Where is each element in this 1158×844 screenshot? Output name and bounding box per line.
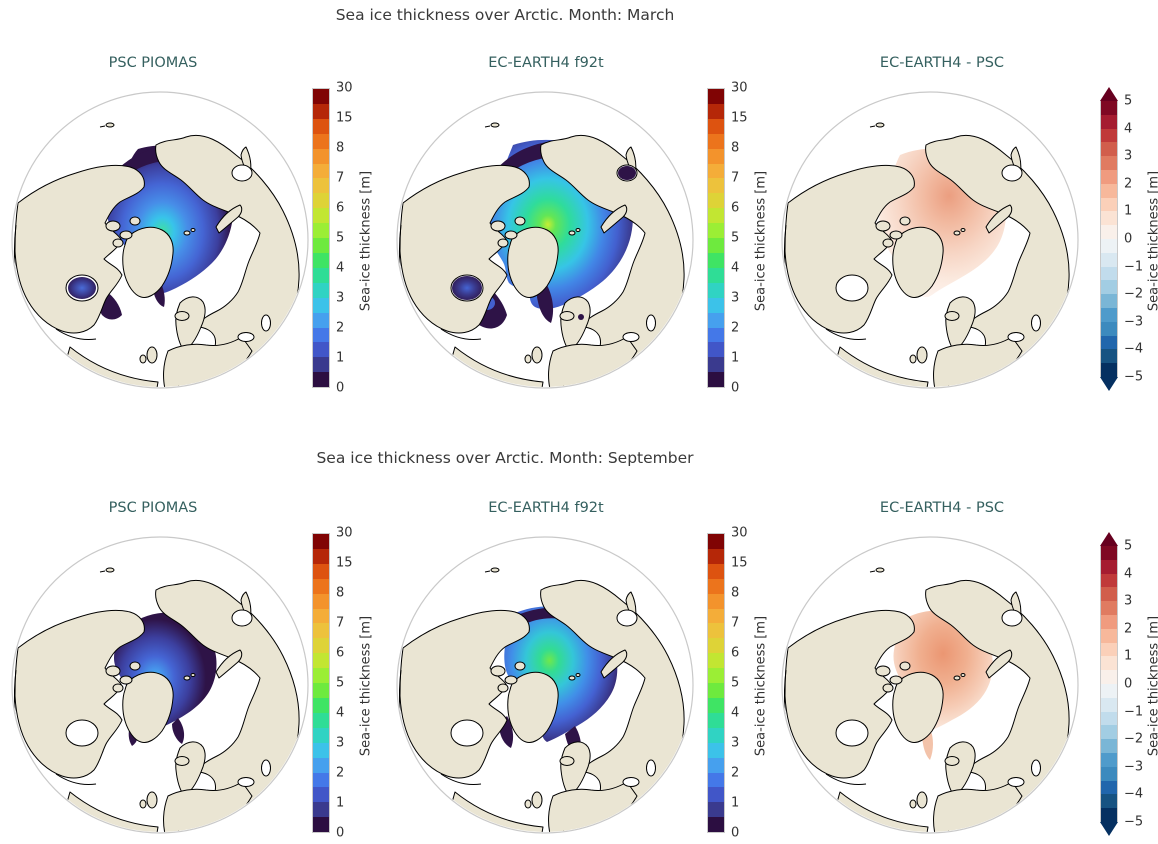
colorbar-extend-up-icon <box>1100 532 1118 546</box>
colorbar-axis-label: Sea-ice thickness [m] <box>358 615 374 757</box>
colorbar-axis-label: Sea-ice thickness [m] <box>753 170 769 312</box>
baltic-ice <box>578 314 584 320</box>
colorbar-gradient <box>312 88 330 388</box>
colorbar-thickness-march-ecearth: 30 15 8 7 6 5 4 3 2 1 0 Sea-ice thickness [m] <box>705 80 789 397</box>
colorbar-gradient <box>707 533 725 833</box>
panel-title-ecearth-march: EC-EARTH4 f92t <box>488 55 604 71</box>
map-march-difference <box>781 91 1079 389</box>
panel-title-psc-piomas-march: PSC PIOMAS <box>108 55 198 71</box>
colorbar-gradient <box>1100 101 1118 377</box>
colorbar-extend-down-icon <box>1100 822 1118 836</box>
panel-title-difference-march: EC-EARTH4 - PSC <box>879 55 1005 71</box>
map-september-difference <box>781 536 1079 834</box>
colorbar-extend-down-icon <box>1100 377 1118 391</box>
colorbar-axis-label: Sea-ice thickness [m] <box>1146 170 1158 312</box>
colorbar-thickness-september-ecearth: 30 15 8 7 6 5 4 3 2 1 0 Sea-ice thickness [m] <box>705 525 789 842</box>
colorbar-difference-march: 5 4 3 2 1 0 −1 −2 −3 −4 −5 Sea-ice thickness [m] <box>1098 85 1158 397</box>
okhotsk-ice <box>618 166 636 180</box>
hudson-bay-ice <box>452 276 482 300</box>
colorbar-axis-label: Sea-ice thickness [m] <box>1146 615 1158 757</box>
map-march-piomas <box>11 91 309 389</box>
colorbar-gradient <box>707 88 725 388</box>
colorbar-axis-label: Sea-ice thickness [m] <box>753 615 769 757</box>
colorbar-ticks: 30 15 8 7 6 5 4 3 2 1 0 <box>731 525 748 841</box>
colorbar-ticks: 30 15 8 7 6 5 4 3 2 1 0 <box>731 80 748 396</box>
panel-title-psc-piomas-september: PSC PIOMAS <box>108 500 198 516</box>
panel-title-difference-september: EC-EARTH4 - PSC <box>879 500 1005 516</box>
colorbar-gradient <box>312 533 330 833</box>
map-september-piomas <box>11 536 309 834</box>
colorbar-difference-september: 5 4 3 2 1 0 −1 −2 −3 −4 −5 Sea-ice thickness [m] <box>1098 530 1158 842</box>
colorbar-thickness-september-piomas: 30 15 8 7 6 5 4 3 2 1 0 Sea-ice thickness [m] <box>310 525 394 842</box>
map-march-ecearth <box>396 91 694 389</box>
colorbar-ticks: 30 15 8 7 6 5 4 3 2 1 0 <box>336 525 353 841</box>
hudson-bay-ice <box>68 277 96 299</box>
colorbar-thickness-march-piomas: 30 15 8 7 6 5 4 3 2 1 0 Sea-ice thickness [m] <box>310 80 394 397</box>
row-title-september: Sea ice thickness over Arctic. Month: Se… <box>316 449 694 467</box>
colorbar-extend-up-icon <box>1100 87 1118 101</box>
colorbar-axis-label: Sea-ice thickness [m] <box>358 170 374 312</box>
row-title-march: Sea ice thickness over Arctic. Month: Ma… <box>335 6 675 24</box>
colorbar-ticks: 5 4 3 2 1 0 −1 −2 −3 −4 −5 <box>1124 538 1144 830</box>
map-september-ecearth <box>396 536 694 834</box>
panel-title-ecearth-september: EC-EARTH4 f92t <box>488 500 604 516</box>
colorbar-gradient <box>1100 546 1118 822</box>
colorbar-ticks: 30 15 8 7 6 5 4 3 2 1 0 <box>336 80 353 396</box>
colorbar-ticks: 5 4 3 2 1 0 −1 −2 −3 −4 −5 <box>1124 93 1144 385</box>
